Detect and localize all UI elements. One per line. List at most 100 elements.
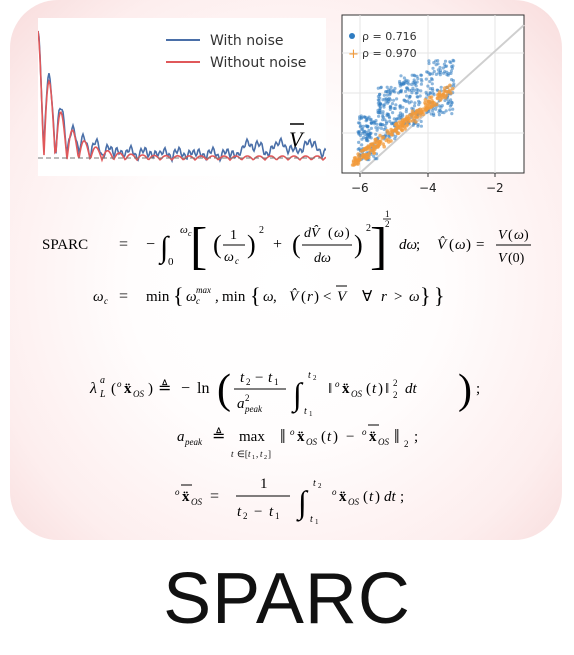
scatter-point-blue	[451, 84, 456, 88]
scatter-point-blue	[434, 107, 438, 111]
svg-text:): )	[378, 381, 383, 397]
scatter-point-orange	[442, 94, 446, 98]
scatter-point-blue	[385, 93, 389, 97]
scatter-point-blue	[428, 79, 432, 84]
scatter-point-blue	[390, 102, 395, 106]
svg-text:L: L	[99, 389, 106, 400]
svg-text:): )	[524, 228, 529, 243]
sparc-title: SPARC	[163, 559, 411, 639]
svg-text:>: >	[394, 289, 402, 305]
scatter-point-blue	[431, 66, 435, 70]
svg-text:t: t	[269, 504, 274, 520]
scatter-point-blue	[407, 88, 411, 92]
scatter-point-blue	[429, 112, 433, 116]
scatter-point-blue	[376, 94, 380, 99]
scatter-point-orange	[419, 109, 424, 114]
svg-text:(: (	[111, 381, 116, 397]
scatter-point-blue	[374, 119, 378, 123]
svg-text:): )	[148, 381, 153, 397]
svg-text:): )	[333, 429, 338, 445]
svg-text:peak: peak	[244, 404, 263, 414]
svg-text:dt: dt	[384, 489, 397, 505]
scatter-point-blue	[364, 115, 368, 119]
svg-text:(: (	[292, 230, 301, 259]
scatter-point-blue	[419, 124, 423, 128]
scatter-point-blue	[440, 110, 444, 114]
scatter-point-blue	[398, 79, 402, 84]
scatter-point-blue	[361, 130, 365, 134]
svg-text:V̂: V̂	[437, 237, 448, 253]
scatter-point-blue	[428, 87, 432, 91]
svg-text:2: 2	[404, 439, 409, 449]
svg-text:OS: OS	[133, 389, 144, 399]
scatter-point-blue	[432, 113, 436, 117]
scatter-point-blue	[440, 104, 444, 108]
scatter-point-orange	[356, 157, 361, 162]
svg-text:2: 2	[245, 393, 250, 403]
svg-text:o: o	[117, 379, 122, 389]
scatter-point-blue	[408, 94, 412, 98]
svg-text:1: 1	[385, 209, 390, 219]
legend-rho-1: ρ = 0.716	[362, 30, 417, 43]
scatter-point-orange	[429, 105, 433, 109]
scatter-point-blue	[369, 121, 374, 125]
scatter-point-orange	[372, 146, 376, 151]
svg-text:;: ;	[416, 237, 420, 253]
svg-text:[: [	[190, 218, 207, 275]
svg-text:ω: ω	[93, 289, 104, 305]
scatter-point-blue	[449, 71, 453, 75]
svg-text:t: t	[313, 478, 316, 489]
svg-text:2: 2	[393, 390, 398, 400]
svg-text:1: 1	[260, 476, 268, 492]
scatter-point-blue	[417, 99, 421, 103]
scatter-point-blue	[369, 136, 373, 140]
scatter-point-orange	[417, 108, 421, 112]
scatter-point-orange	[423, 102, 428, 106]
scatter-point-blue	[384, 90, 388, 94]
scatter-point-orange	[446, 90, 451, 94]
waveform-legend: With noise Without noise	[166, 33, 306, 71]
svg-text:0: 0	[168, 256, 174, 268]
svg-text:SPARC: SPARC	[42, 237, 88, 253]
scatter-point-orange	[389, 139, 393, 143]
svg-text:o: o	[332, 487, 337, 497]
scatter-point-blue	[442, 71, 446, 75]
scatter-point-blue	[443, 59, 448, 63]
scatter-point-orange	[376, 143, 381, 147]
svg-text:1: 1	[230, 228, 237, 243]
svg-text:λ: λ	[89, 380, 97, 397]
scatter-point-blue	[376, 86, 380, 90]
x-tick-1: −6	[351, 181, 369, 195]
scatter-point-blue	[437, 113, 441, 117]
scatter-point-blue	[419, 89, 423, 93]
scatter-point-blue	[388, 88, 392, 92]
svg-text:(0): (0)	[508, 251, 525, 266]
svg-text:t: t	[304, 406, 307, 417]
svg-text:ω: ω	[263, 289, 274, 305]
svg-text:dω: dω	[314, 251, 331, 266]
scatter-point-orange	[414, 120, 418, 124]
scatter-point-blue	[413, 80, 417, 84]
scatter-point-blue	[378, 108, 382, 112]
scatter-point-blue	[427, 61, 431, 66]
svg-text:+: +	[348, 47, 359, 62]
scatter-point-blue	[400, 83, 404, 87]
scatter-point-orange	[381, 135, 386, 139]
scatter-point-blue	[375, 122, 379, 126]
scatter-point-blue	[428, 91, 432, 96]
svg-text:(: (	[301, 289, 306, 305]
scatter-point-blue	[419, 119, 423, 124]
scatter-point-orange	[390, 129, 395, 133]
svg-text:t: t	[369, 489, 374, 505]
scatter-point-blue	[414, 91, 418, 95]
svg-text:t: t	[231, 449, 234, 459]
svg-text:,: ,	[273, 289, 277, 305]
scatter-point-blue	[438, 65, 442, 70]
svg-text:‖: ‖	[385, 381, 389, 397]
scatter-point-orange	[378, 139, 383, 144]
svg-text:;: ;	[476, 381, 480, 397]
svg-text:2: 2	[393, 378, 398, 388]
